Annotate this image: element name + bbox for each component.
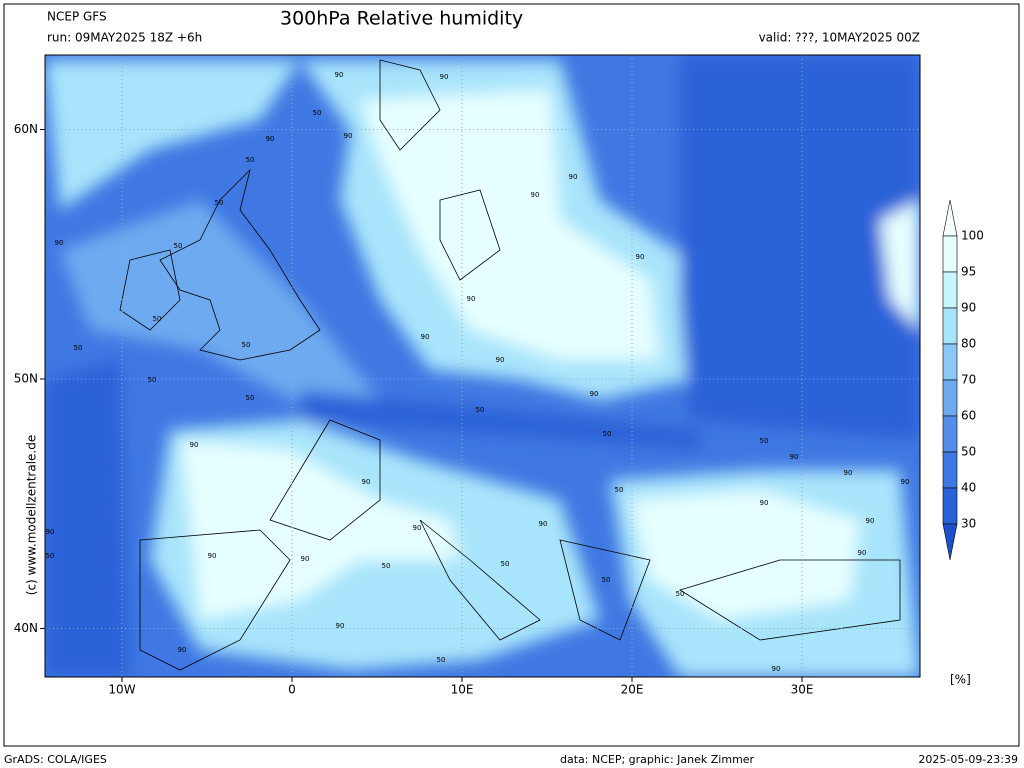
contour-label: 90: [467, 295, 476, 303]
colorbar-box: [942, 487, 958, 525]
contour-label: 90: [901, 478, 910, 486]
contour-label: 90: [421, 333, 430, 341]
contour-label: 50: [602, 576, 611, 584]
run: run: 09MAY2025 18Z +6h: [47, 31, 202, 45]
colorbar-label: 100: [961, 229, 984, 243]
contour-label: 50: [603, 430, 612, 438]
valid: valid: ???, 10MAY2025 00Z: [759, 31, 920, 45]
colorbar-box: [942, 451, 958, 489]
contour-label: 50: [382, 562, 391, 570]
lon-label: 0: [288, 683, 296, 697]
colorbar-label: 60: [961, 409, 976, 423]
lat-label: 40N: [14, 621, 38, 635]
colorbar-label: 95: [961, 265, 976, 279]
lon-label: 20E: [621, 683, 644, 697]
contour-label: 90: [266, 135, 275, 143]
contour-label: 50: [153, 315, 162, 323]
colorbar-box: [942, 271, 958, 309]
contour-label: 90: [208, 552, 217, 560]
contour-label: 50: [760, 437, 769, 445]
lat-label: 60N: [14, 122, 38, 136]
colorbar-end: [942, 523, 958, 561]
colorbar-label: 90: [961, 301, 976, 315]
contour-label: 90: [496, 356, 505, 364]
contour-label: 90: [844, 469, 853, 477]
contour-label: 90: [636, 253, 645, 261]
contour-label: 50: [313, 109, 322, 117]
contour-label: 50: [615, 486, 624, 494]
model: NCEP GFS: [47, 10, 107, 24]
contour-label: 50: [215, 199, 224, 207]
lon-label: 10E: [451, 683, 474, 697]
contour-label: 90: [46, 528, 55, 536]
contour-label: 90: [440, 73, 449, 81]
contour-label: 50: [174, 242, 183, 250]
map-border: [44, 54, 921, 678]
contour-label: 90: [335, 71, 344, 79]
contour-label: 50: [242, 341, 251, 349]
contour-label: 90: [413, 524, 422, 532]
contour-label: 50: [437, 656, 446, 664]
copyright: (c) www.modellzentrale.de: [25, 435, 39, 595]
contour-label: 90: [336, 622, 345, 630]
contour-label: 90: [55, 239, 64, 247]
lon-label: 30E: [791, 683, 814, 697]
colorbar-label: 30: [961, 517, 976, 531]
contour-label: 50: [46, 552, 55, 560]
contour-label: 50: [476, 406, 485, 414]
footer-left: GrADS: COLA/IGES: [4, 753, 107, 766]
contour-label: 50: [246, 394, 255, 402]
lat-label: 50N: [14, 372, 38, 386]
contour-label: 50: [246, 156, 255, 164]
colorbar-box: [942, 415, 958, 453]
footer-timestamp: 2025-05-09-23:39: [918, 753, 1018, 766]
contour-label: 90: [760, 499, 769, 507]
contour-label: 50: [74, 344, 83, 352]
contour-label: 90: [539, 520, 548, 528]
contour-label: 90: [858, 549, 867, 557]
colorbar-box: [942, 235, 958, 273]
colorbar-label: 40: [961, 481, 976, 495]
contour-label: 90: [178, 646, 187, 654]
contour-label: 90: [569, 173, 578, 181]
contour-label: 90: [301, 555, 310, 563]
title: 300hPa Relative humidity: [280, 8, 523, 30]
contour-labels: 90 90 50 90 90 50 50 90 50 50 50 50 50 90 90 90 50 90 50 50…: [46, 71, 910, 673]
contour-label: 90: [772, 665, 781, 673]
colorbar: 100 95 90 80 70 60 50 40 30: [942, 199, 984, 561]
contour-label: 50: [501, 560, 510, 568]
graticule: 10W 0 10E 20E 30E 60N 50N 40N: [14, 55, 920, 697]
footer-credit: data: NCEP; graphic: Janek Zimmer: [560, 753, 755, 766]
colorbar-box: [942, 379, 958, 417]
contour-label: 90: [344, 132, 353, 140]
colorbar-label: 50: [961, 445, 976, 459]
contour-label: 90: [790, 453, 799, 461]
lon-label: 10W: [108, 683, 135, 697]
contour-label: 50: [676, 590, 685, 598]
colorbar-box: [942, 307, 958, 345]
unit: [%]: [950, 673, 971, 687]
colorbar-box: [942, 343, 958, 381]
colorbar-label: 80: [961, 337, 976, 351]
contour-label: 90: [362, 478, 371, 486]
contour-label: 90: [866, 517, 875, 525]
contour-label: 90: [531, 191, 540, 199]
contour-label: 50: [148, 376, 157, 384]
contour-label: 90: [590, 390, 599, 398]
colorbar-label: 70: [961, 373, 976, 387]
humidity-field: [45, 55, 920, 677]
contour-label: 90: [190, 441, 199, 449]
